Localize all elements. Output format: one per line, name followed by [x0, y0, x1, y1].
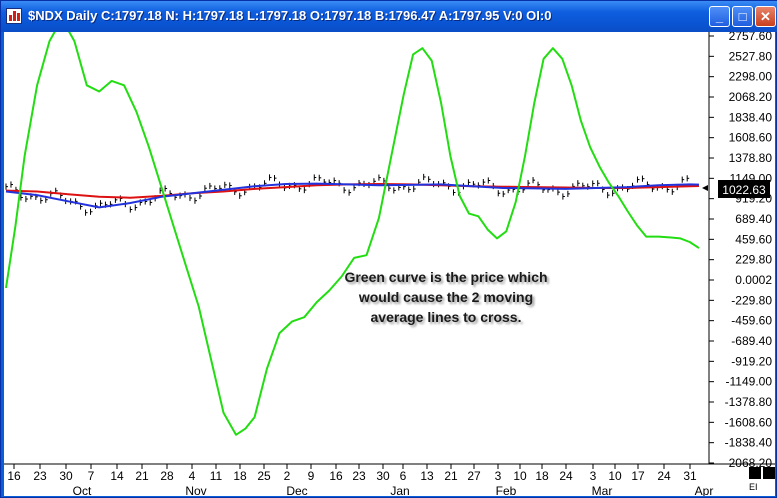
x-tick-label: 10: [513, 469, 527, 483]
y-tick-label: -1149.00: [726, 375, 773, 389]
x-tick-label: 10: [608, 469, 622, 483]
x-tick-label: 21: [444, 469, 458, 483]
y-tick-label: -1608.60: [725, 415, 773, 429]
close-icon: ✕: [760, 9, 771, 24]
x-tick-label: 31: [683, 469, 697, 483]
series-lines: [5, 18, 700, 436]
price-marker-label: 1022.63: [722, 183, 766, 197]
price-bars: [5, 173, 690, 216]
y-tick-label: -1378.80: [725, 395, 773, 409]
x-tick-label: 3: [590, 469, 597, 483]
x-tick-label: 28: [160, 469, 174, 483]
x-tick-label: 14: [110, 469, 124, 483]
x-tick-label: 24: [657, 469, 671, 483]
x-tick-label: 9: [308, 469, 315, 483]
x-tick-label: 25: [257, 469, 271, 483]
x-tick-label: 11: [210, 469, 223, 483]
crossover-price-line: [5, 18, 700, 436]
annotation-line-3: average lines to cross.: [370, 309, 522, 325]
y-tick-label: -229.80: [731, 293, 772, 307]
y-tick-label: -689.40: [731, 334, 772, 348]
y-tick-label: 0.0002: [735, 273, 772, 287]
x-tick-label: 17: [631, 469, 645, 483]
close-button[interactable]: ✕: [755, 6, 776, 27]
x-tick-label: 16: [7, 469, 21, 483]
price-chart[interactable]: 2757.60 2527.80 2298.00 2068.20 1838.40 1608.…: [4, 18, 775, 498]
x-tick-label: 23: [33, 469, 47, 483]
x-month-label: Oct: [73, 484, 92, 496]
grid: [4, 32, 775, 465]
title-bar[interactable]: $NDX Daily C:1797.18 N: H:1797.18 L:1797…: [1, 1, 777, 32]
maximize-icon: □: [738, 9, 747, 24]
price-marker-arrow: [702, 185, 708, 191]
y-tick-label: 229.80: [735, 253, 772, 267]
y-tick-label: 689.40: [735, 212, 772, 226]
slow-moving-average-line: [5, 183, 700, 199]
x-tick-label: 2: [284, 469, 291, 483]
x-tick-label: 21: [135, 469, 149, 483]
x-tick-label: 4: [189, 469, 196, 483]
y-tick-label: -1838.40: [725, 436, 773, 450]
y-tick-label: -2068.20: [725, 456, 773, 470]
x-tick-label: 30: [59, 469, 73, 483]
x-tick-label: 16: [329, 469, 343, 483]
x-tick-label: 18: [535, 469, 549, 483]
maximize-button[interactable]: □: [732, 6, 753, 27]
y-tick-label: 1608.60: [729, 131, 773, 145]
x-tick-label: 3: [495, 469, 502, 483]
x-tick-label: 23: [352, 469, 366, 483]
x-tick-label: 30: [376, 469, 390, 483]
x-tick-label: 27: [467, 469, 481, 483]
x-month-label: Nov: [185, 484, 206, 496]
price-marker-box: [718, 180, 770, 198]
scroll-right-button[interactable]: [763, 467, 775, 479]
x-tick-label: 18: [233, 469, 247, 483]
x-month-label: Mar: [592, 484, 613, 496]
y-tick-label: 459.60: [735, 232, 772, 246]
minimize-button[interactable]: _: [709, 6, 730, 27]
y-tick-label: 2757.60: [729, 32, 773, 43]
y-tick-label: -919.20: [731, 354, 772, 368]
price-marker: 1022.63: [702, 180, 770, 198]
y-tick-label: 1838.40: [729, 110, 773, 124]
fast-moving-average-line: [5, 182, 700, 209]
corner-label: EI: [749, 482, 758, 492]
x-month-label: Dec: [286, 484, 307, 496]
y-tick-label: 2068.20: [729, 90, 773, 104]
scroll-left-button[interactable]: [749, 467, 761, 479]
x-month-label: Apr: [695, 484, 714, 496]
y-axis: 2757.60 2527.80 2298.00 2068.20 1838.40 1608.…: [709, 29, 773, 470]
y-tick-label: 2298.00: [729, 70, 773, 84]
chart-area[interactable]: 2757.60 2527.80 2298.00 2068.20 1838.40 1608.…: [4, 18, 775, 498]
x-month-label: Feb: [496, 484, 517, 496]
annotation-line-2: would cause the 2 moving: [358, 289, 534, 305]
x-tick-label: 13: [420, 469, 434, 483]
x-tick-label: 24: [559, 469, 573, 483]
y-tick-label: -459.60: [731, 314, 772, 328]
x-tick-label: 6: [400, 469, 407, 483]
annotation-line-1: Green curve is the price which: [344, 269, 548, 285]
x-axis: 16 23 30 7 14 21 28 4 11 18 25 2 9 16 23 30 6 13 21 27 3 10 18…: [7, 464, 714, 498]
y-tick-label: 2527.80: [729, 49, 773, 63]
window-title: $NDX Daily C:1797.18 N: H:1797.18 L:1797…: [28, 8, 552, 23]
x-tick-label: 7: [88, 469, 95, 483]
annotation: Green curve is the price which would cau…: [301, 267, 591, 327]
minimize-icon: _: [715, 9, 724, 24]
x-month-label: Jan: [390, 484, 409, 496]
y-tick-label: 1378.80: [729, 151, 773, 165]
chart-app-icon: [6, 8, 22, 24]
